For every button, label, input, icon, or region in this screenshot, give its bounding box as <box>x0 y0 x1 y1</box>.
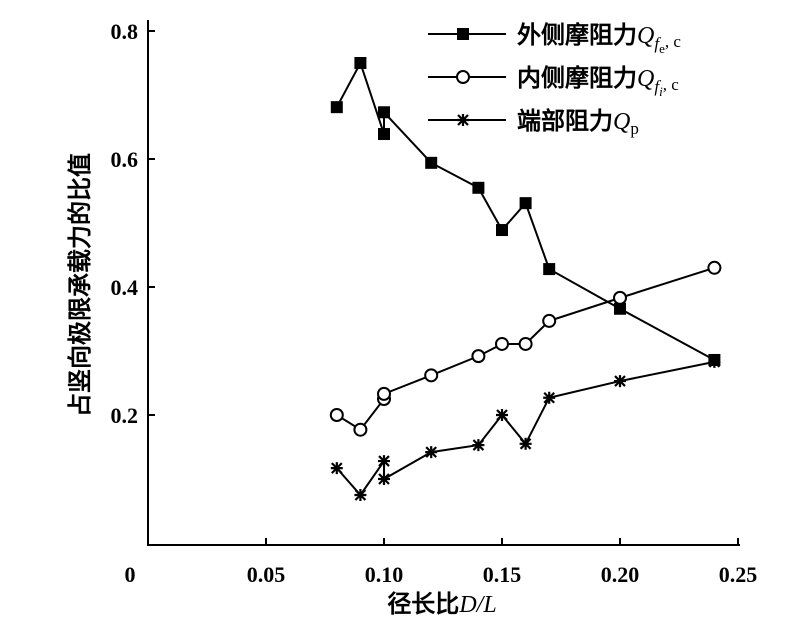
series-line <box>335 60 715 361</box>
data-point <box>519 197 532 210</box>
y-tick-label: 0.4 <box>111 275 139 300</box>
y-axis-label: 占竖向极限承载力的比值 <box>66 153 94 417</box>
legend-marker <box>457 28 469 40</box>
x-axis-label: 径长比D/L <box>387 591 496 618</box>
data-point <box>496 224 508 237</box>
data-point <box>519 437 532 450</box>
x-tick-label: 0 <box>125 562 136 587</box>
data-point <box>518 336 533 351</box>
data-point <box>614 302 626 315</box>
data-point <box>543 391 556 404</box>
series-1 <box>329 260 722 437</box>
data-point <box>471 349 486 364</box>
x-tick-label: 0.15 <box>483 562 522 587</box>
data-point <box>378 473 390 485</box>
data-point <box>330 462 343 475</box>
data-point <box>613 290 627 305</box>
y-tick-label: 0.8 <box>111 19 139 44</box>
legend: 外侧摩阻力Qfe, c 内侧摩阻力Qfi, c 端部阻力Qp <box>428 21 681 138</box>
data-point <box>377 386 391 401</box>
data-point <box>353 422 368 437</box>
series-group <box>329 57 722 501</box>
legend-label: 端部阻力Qp <box>517 107 639 138</box>
data-point <box>708 355 721 368</box>
data-point <box>378 106 390 119</box>
data-point <box>614 375 626 388</box>
series-2 <box>330 355 721 501</box>
data-point <box>495 336 509 351</box>
data-point <box>378 128 390 141</box>
data-point <box>378 455 390 468</box>
data-point <box>543 263 556 276</box>
data-point <box>354 489 367 501</box>
data-point <box>542 313 557 328</box>
y-tick-label: 0.6 <box>111 147 139 172</box>
legend-label: 内侧摩阻力Qfi, c <box>517 64 679 99</box>
series-0 <box>330 57 721 366</box>
data-point <box>424 368 439 383</box>
data-point <box>425 446 438 459</box>
legend-marker <box>456 70 470 84</box>
x-tick-label: 0.05 <box>247 562 286 587</box>
data-point <box>472 181 485 194</box>
axes: 0 0.05 0.10 0.15 0.20 0.25 0.2 0.4 0.6 0.8 <box>111 19 758 587</box>
data-point <box>354 57 367 69</box>
x-tick-label: 0.10 <box>365 562 404 587</box>
legend-marker <box>457 114 469 126</box>
data-point <box>707 260 722 275</box>
series-line <box>336 360 715 497</box>
data-point <box>472 439 485 452</box>
data-point <box>329 408 344 422</box>
x-tick-label: 0.20 <box>601 562 640 587</box>
data-point <box>425 156 438 169</box>
x-tick-label: 0.25 <box>719 562 758 587</box>
data-point <box>496 409 508 421</box>
data-point <box>330 101 343 114</box>
y-tick-label: 0.2 <box>111 403 139 428</box>
legend-label: 外侧摩阻力Qfe, c <box>517 21 681 56</box>
